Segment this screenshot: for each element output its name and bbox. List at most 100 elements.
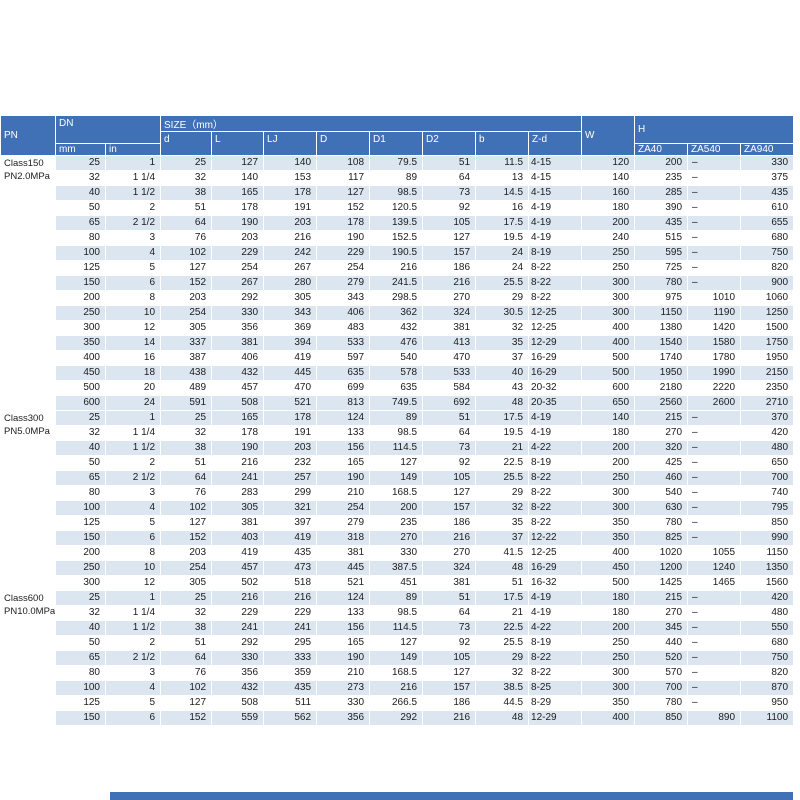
cell-z-d: 8-22 — [528, 290, 583, 306]
cell-za940: 420 — [740, 590, 795, 606]
cell-d-flange: 635 — [316, 365, 371, 381]
cell-za40: 630 — [634, 500, 689, 516]
cell-za940: 655 — [740, 215, 795, 231]
cell-za40: 780 — [634, 515, 689, 531]
cell-d2: 92 — [422, 455, 477, 471]
cell-d2: 105 — [422, 215, 477, 231]
cell-dn-mm: 400 — [55, 350, 106, 366]
cell-d1: 127 — [369, 455, 424, 471]
cell-za40: 1380 — [634, 320, 689, 336]
cell-w: 200 — [581, 440, 636, 456]
cell-l: 254 — [211, 260, 265, 276]
table-row: Class300 PN5.0MPa 25 1 25 165 178 124 89 51 17.5 4-… — [0, 410, 795, 591]
section-class-label: Class150 — [4, 158, 44, 169]
cell-za40: 1740 — [634, 350, 689, 366]
cell-l: 165 — [211, 185, 265, 201]
cell-dn-mm: 100 — [55, 245, 106, 261]
cell-z-d: 8-25 — [528, 680, 583, 696]
cell-d-flange: 521 — [316, 575, 371, 591]
cell-za540: 1240 — [687, 560, 742, 576]
cell-d: 25 — [160, 155, 213, 171]
cell-d-flange: 318 — [316, 530, 371, 546]
cell-d2: 105 — [422, 650, 477, 666]
cell-d-flange: 190 — [316, 470, 371, 486]
cell-dn-mm: 300 — [55, 320, 106, 336]
cell-lj: 140 — [263, 155, 318, 171]
cell-dn-in: 3 — [104, 665, 162, 681]
cell-lj: 305 — [263, 290, 318, 306]
cell-dn-in: 6 — [104, 275, 162, 291]
cell-z-d: 4-19 — [528, 590, 583, 606]
table-row: 40 1 1/2 38 190 203 156 114.5 73 21 4-22 200 320–48… — [1, 440, 795, 456]
cell-z-d: 4-19 — [528, 230, 583, 246]
cell-d2: 692 — [422, 395, 477, 411]
cell-z-d: 4-15 — [528, 170, 583, 186]
cell-za940: 950 — [740, 695, 795, 711]
cell-d2: 270 — [422, 545, 477, 561]
table-row: 300 12 305 502 518 521 451 381 51 16-32 500 1425 146… — [1, 575, 795, 591]
cell-d2: 73 — [422, 620, 477, 636]
header-col-d-flange: D — [316, 131, 371, 156]
cell-lj: 518 — [263, 575, 318, 591]
cell-b: 37 — [475, 350, 530, 366]
cell-za540: – — [687, 245, 742, 261]
cell-d2: 324 — [422, 305, 477, 321]
cell-w: 500 — [581, 365, 636, 381]
cell-dn-mm: 50 — [55, 635, 106, 651]
cell-l: 508 — [211, 395, 265, 411]
table-row: 500 20 489 457 470 699 635 584 43 20-32 600 2180 222… — [1, 380, 795, 396]
cell-b: 17.5 — [475, 590, 530, 606]
cell-za940: 650 — [740, 455, 795, 471]
cell-b: 22.5 — [475, 620, 530, 636]
cell-za540: 1055 — [687, 545, 742, 561]
cell-za540: 1780 — [687, 350, 742, 366]
cell-z-d: 4-15 — [528, 185, 583, 201]
cell-za540: – — [687, 185, 742, 201]
cell-dn-mm: 40 — [55, 440, 106, 456]
cell-l: 216 — [211, 455, 265, 471]
cell-d-flange: 108 — [316, 155, 371, 171]
cell-za540: – — [687, 605, 742, 621]
cell-d2: 64 — [422, 170, 477, 186]
cell-w: 300 — [581, 305, 636, 321]
cell-za40: 1200 — [634, 560, 689, 576]
cell-d1: 149 — [369, 470, 424, 486]
cell-w: 350 — [581, 530, 636, 546]
cell-za40: 460 — [634, 470, 689, 486]
table-row: 65 2 1/2 64 190 203 178 139.5 105 17.5 4-19 200 435… — [1, 215, 795, 231]
cell-d: 152 — [160, 530, 213, 546]
cell-w: 600 — [581, 380, 636, 396]
cell-dn-in: 12 — [104, 320, 162, 336]
table-row: 350 14 337 381 394 533 476 413 35 12-29 400 1540 158… — [1, 335, 795, 351]
cell-lj: 232 — [263, 455, 318, 471]
cell-lj: 521 — [263, 395, 318, 411]
cell-za940: 1750 — [740, 335, 795, 351]
cell-d1: 266.5 — [369, 695, 424, 711]
cell-za540: – — [687, 215, 742, 231]
cell-dn-mm: 25 — [55, 155, 106, 171]
cell-dn-mm: 150 — [55, 275, 106, 291]
cell-d: 152 — [160, 710, 213, 726]
table-row: 32 1 1/4 32 229 229 133 98.5 64 21 4-19 180 270–480 — [1, 605, 795, 621]
cell-dn-in: 2 — [104, 455, 162, 471]
cell-d2: 533 — [422, 365, 477, 381]
table-row: 150 6 152 559 562 356 292 216 48 12-29 400 850 890 11… — [1, 710, 795, 726]
cell-d-flange: 356 — [316, 710, 371, 726]
table-row: 300 12 305 356 369 483 432 381 32 12-25 400 1380 142… — [1, 320, 795, 336]
cell-za40: 780 — [634, 695, 689, 711]
cell-d-flange: 279 — [316, 515, 371, 531]
cell-w: 500 — [581, 350, 636, 366]
cell-d: 25 — [160, 410, 213, 426]
cell-b: 19.5 — [475, 425, 530, 441]
cell-w: 250 — [581, 470, 636, 486]
cell-l: 241 — [211, 470, 265, 486]
cell-d1: 139.5 — [369, 215, 424, 231]
cell-d1: 190.5 — [369, 245, 424, 261]
cell-d: 305 — [160, 575, 213, 591]
cell-l: 165 — [211, 410, 265, 426]
section-pn-label: PN10.0MPa — [4, 606, 56, 617]
cell-lj: 295 — [263, 635, 318, 651]
cell-b: 48 — [475, 560, 530, 576]
cell-d1: 168.5 — [369, 665, 424, 681]
cell-d1: 432 — [369, 320, 424, 336]
